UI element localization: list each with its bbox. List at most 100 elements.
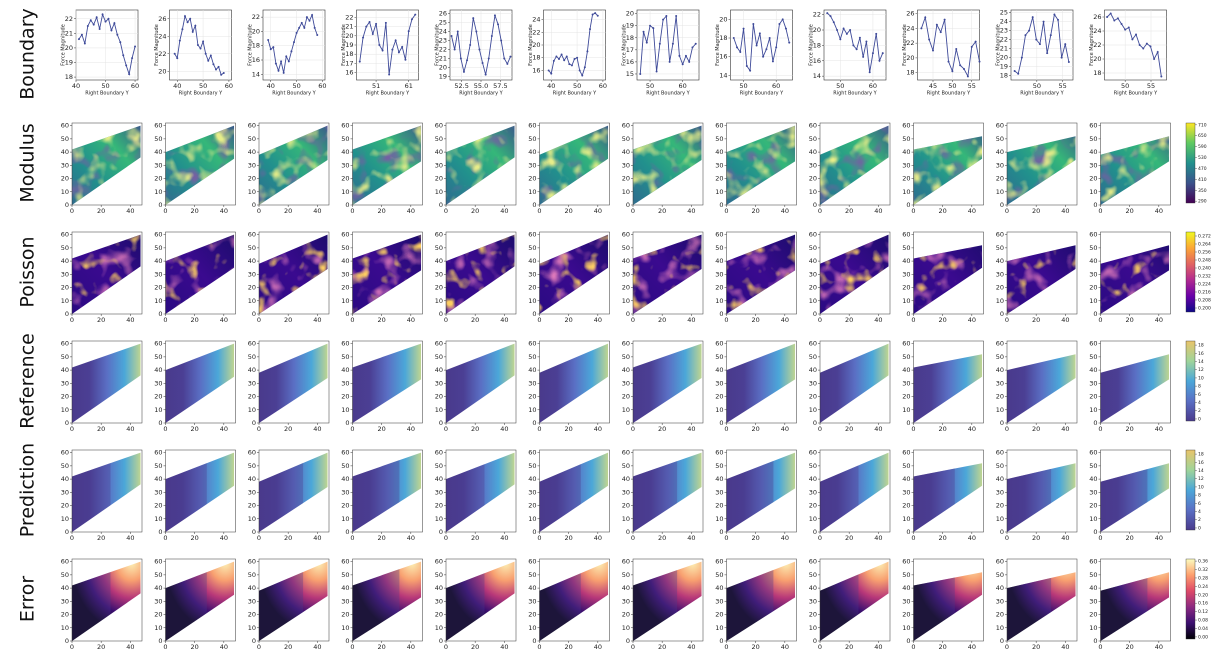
line xyxy=(78,12,136,76)
y-tick-label: 20 xyxy=(154,393,162,401)
y-tick-label: 10 xyxy=(61,297,69,305)
plot-frame xyxy=(539,122,610,206)
y-tick-label: 26 xyxy=(439,10,447,18)
x-tick-label: 0 xyxy=(350,316,354,324)
x-tick-label: 40 xyxy=(72,82,80,90)
point xyxy=(947,60,950,63)
y-tick-label: 20 xyxy=(813,26,821,34)
point xyxy=(1127,26,1130,29)
plot-frame xyxy=(1100,122,1171,206)
point xyxy=(450,35,453,38)
y-tick-label: 20 xyxy=(345,32,353,40)
y-tick-label: 0 xyxy=(252,310,256,318)
y-tick-label: 40 xyxy=(1089,584,1097,592)
y-tick-label: 50 xyxy=(154,244,162,252)
y-tick-label: 20 xyxy=(435,284,443,292)
y-tick-label: 60 xyxy=(622,558,630,566)
y-tick-label: 19 xyxy=(65,59,73,67)
point xyxy=(80,33,83,36)
y-tick-label: 60 xyxy=(154,449,162,457)
y-tick-label: 30 xyxy=(61,488,69,496)
y-tick-label: 60 xyxy=(996,340,1004,348)
y-tick-label: 30 xyxy=(341,488,349,496)
point xyxy=(128,73,131,76)
field-map xyxy=(352,343,422,423)
y-tick-label: 50 xyxy=(809,353,817,361)
y-tick-label: 0 xyxy=(252,528,256,536)
field-map xyxy=(1007,572,1076,641)
field-fill xyxy=(1007,354,1076,423)
point xyxy=(1024,34,1027,37)
x-tick-label: 40 xyxy=(1061,534,1069,542)
x-tick-label: 40 xyxy=(313,534,321,542)
point xyxy=(125,64,128,67)
x-tick-label: 0 xyxy=(70,425,74,433)
y-tick-label: 20 xyxy=(715,175,723,183)
y-axis-label: Force Magnitude xyxy=(996,24,1002,66)
y-tick-label: 20 xyxy=(626,10,634,18)
y-tick-label: 10 xyxy=(341,297,349,305)
field-map xyxy=(352,561,422,641)
y-tick-label: 40 xyxy=(248,257,256,265)
x-tick-label: 0 xyxy=(724,207,728,215)
y-tick-label: 60 xyxy=(1089,231,1097,239)
point xyxy=(358,60,361,63)
x-tick-label: 60 xyxy=(225,82,233,90)
y-tick-label: 0 xyxy=(626,419,630,427)
x-tick-label: 40 xyxy=(874,425,882,433)
y-tick-label: 30 xyxy=(528,597,536,605)
x-tick-label: 40 xyxy=(1155,316,1163,324)
x-tick-label: 50 xyxy=(573,82,581,90)
y-tick-label: 60 xyxy=(528,449,536,457)
x-tick-label: 40 xyxy=(1155,534,1163,542)
y-tick-label: 10 xyxy=(61,515,69,523)
field-fill xyxy=(913,354,983,423)
y-tick-label: 10 xyxy=(248,406,256,414)
y-tick-label: 40 xyxy=(715,475,723,483)
y-tick-label: 50 xyxy=(622,244,630,252)
y-tick-label: 60 xyxy=(154,340,162,348)
point xyxy=(765,48,768,51)
y-tick-label: 40 xyxy=(902,257,910,265)
y-tick-label: 24 xyxy=(1000,18,1008,26)
y-tick-label: 60 xyxy=(248,449,256,457)
point xyxy=(1013,70,1016,73)
point xyxy=(755,44,758,47)
y-tick-label: 30 xyxy=(341,161,349,169)
x-axis-label: Right Boundary Y xyxy=(553,91,597,97)
point xyxy=(1042,20,1045,23)
x-tick-label: 20 xyxy=(1032,425,1040,433)
y-tick-label: 20 xyxy=(154,284,162,292)
plot-frame xyxy=(1100,340,1171,424)
x-tick-label: 0 xyxy=(818,643,822,651)
line xyxy=(826,12,884,73)
field-shade xyxy=(726,452,774,532)
y-tick-label: 0 xyxy=(1093,637,1097,645)
plot-frame xyxy=(258,449,330,533)
y-tick-label: 30 xyxy=(154,488,162,496)
y-tick-label: 40 xyxy=(248,475,256,483)
field-shade xyxy=(259,561,304,641)
x-tick-label: 20 xyxy=(378,643,386,651)
point xyxy=(594,12,597,15)
y-tick-label: 30 xyxy=(61,597,69,605)
point xyxy=(371,32,374,35)
y-tick-label: 20 xyxy=(1089,175,1097,183)
x-tick-label: 0 xyxy=(911,643,915,651)
y-tick-label: 40 xyxy=(154,366,162,374)
x-tick-label: 0 xyxy=(631,316,635,324)
point xyxy=(77,38,80,41)
y-tick-label: 20 xyxy=(248,175,256,183)
x-tick-label: 0 xyxy=(444,643,448,651)
x-tick-label: 0 xyxy=(163,534,167,542)
y-tick-label: 10 xyxy=(1089,515,1097,523)
point xyxy=(849,29,852,31)
point xyxy=(202,40,205,43)
point xyxy=(1153,58,1156,60)
field-fill xyxy=(352,343,422,423)
field-map xyxy=(165,343,235,423)
field-map xyxy=(165,234,235,314)
point xyxy=(89,19,92,22)
point xyxy=(745,65,748,67)
colorbar-tick-label: 4 xyxy=(1198,400,1201,406)
